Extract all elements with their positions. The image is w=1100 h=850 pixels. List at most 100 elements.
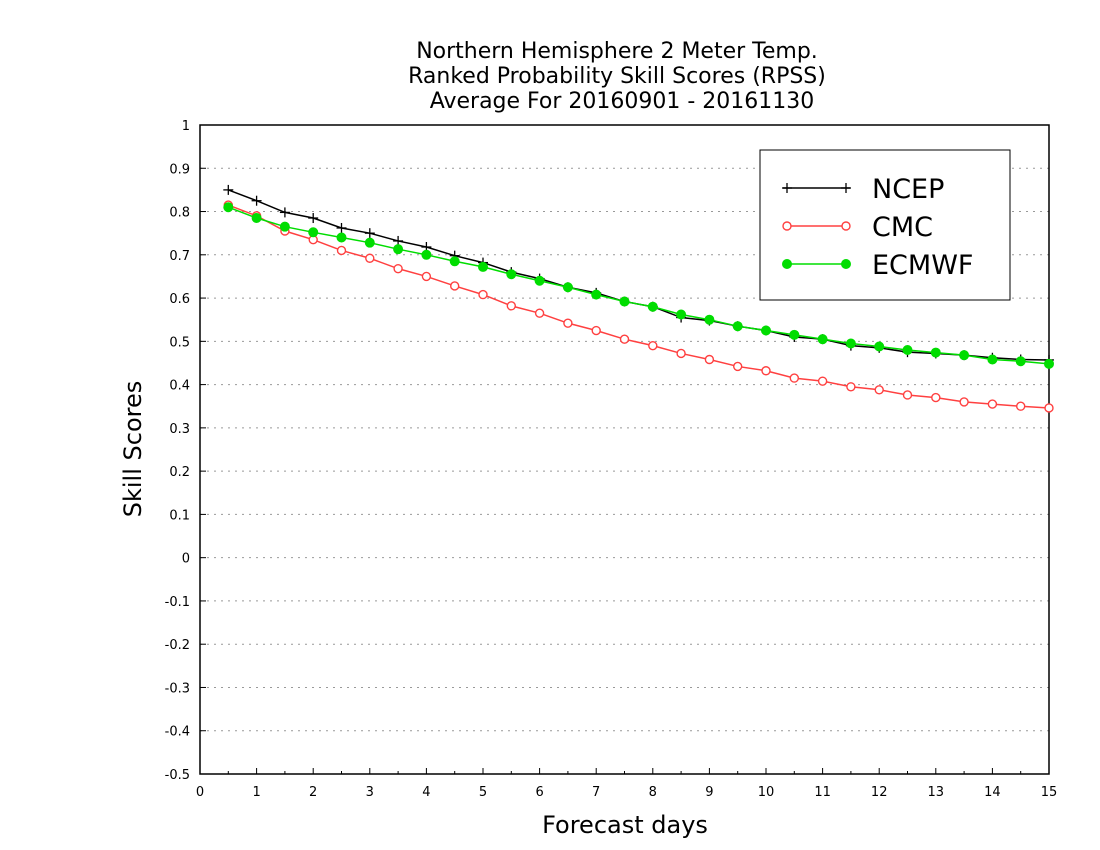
- legend-label-ecmwf: ECMWF: [872, 250, 973, 281]
- point-ecmwf: [1015, 356, 1026, 367]
- point-ecmwf: [619, 296, 630, 307]
- y-axis: 1 0.9 0.8 0.7 0.6 0.5 0.4 0.3 0.2 0.1 0 -0.1 -0.2 -0.…: [165, 119, 206, 783]
- y-tick-label: 0.7: [169, 249, 190, 264]
- point-cmc: [1044, 403, 1054, 413]
- y-tick-label: 0.2: [169, 465, 190, 480]
- y-tick-label: 0: [182, 552, 190, 567]
- point-cmc: [817, 376, 828, 386]
- point-cmc: [874, 385, 884, 395]
- legend-item-cmc: CMC: [782, 212, 933, 243]
- point-cmc: [789, 373, 799, 383]
- x-tick-label: 12: [871, 785, 888, 800]
- point-ecmwf: [336, 232, 347, 243]
- x-tick-label: 7: [592, 785, 600, 800]
- point-cmc: [704, 354, 715, 365]
- y-tick-label: -0.3: [165, 681, 190, 696]
- legend-marker-ecmwf: [782, 259, 792, 269]
- legend-marker-ecmwf: [841, 259, 851, 269]
- title-line-1: Northern Hemisphere 2 Meter Temp.: [416, 39, 818, 64]
- point-cmc: [506, 301, 516, 311]
- y-tick-label: 0.4: [169, 379, 190, 394]
- x-tick-label: 3: [366, 785, 374, 800]
- y-tick-label: -0.2: [165, 638, 190, 653]
- point-ecmwf: [534, 275, 545, 286]
- point-ecmwf: [817, 334, 828, 345]
- point-cmc: [421, 271, 432, 282]
- x-tick-label: 0: [196, 785, 204, 800]
- title-line-3: Average For 20160901 - 20161130: [430, 89, 815, 114]
- point-ecmwf: [959, 350, 970, 361]
- y-tick-label: -0.5: [165, 768, 190, 783]
- point-cmc: [902, 390, 913, 400]
- x-tick-label: 4: [422, 785, 430, 800]
- x-tick-label: 15: [1041, 785, 1058, 800]
- point-cmc: [987, 399, 998, 409]
- legend: NCEP CMC ECMWF: [759, 149, 1011, 301]
- y-tick-label: -0.1: [165, 595, 190, 610]
- point-ecmwf: [223, 202, 234, 213]
- x-axis: 0 1 2 3 4 5 6 7 8 9 10 11 12 13 14 15: [196, 768, 1057, 800]
- point-ecmwf: [308, 227, 319, 238]
- point-ecmwf: [845, 338, 856, 349]
- point-cmc: [393, 263, 403, 274]
- legend-label-cmc: CMC: [872, 212, 933, 243]
- point-cmc: [761, 366, 771, 376]
- point-cmc: [591, 325, 601, 336]
- y-tick-label: 1: [182, 119, 190, 134]
- point-cmc: [931, 392, 941, 403]
- y-tick-label: 0.9: [169, 162, 190, 177]
- point-ecmwf: [874, 341, 885, 352]
- x-axis-title: Forecast days: [542, 811, 708, 839]
- point-ecmwf: [562, 282, 573, 293]
- legend-label-ncep: NCEP: [872, 174, 944, 205]
- point-ecmwf: [987, 354, 998, 365]
- point-cmc: [336, 245, 347, 256]
- point-ecmwf: [761, 325, 771, 336]
- point-cmc: [846, 382, 856, 392]
- series-line-cmc: [228, 204, 1050, 409]
- point-cmc: [619, 334, 630, 344]
- legend-item-ncep: NCEP: [782, 174, 944, 205]
- legend-marker-cmc: [782, 221, 792, 231]
- x-tick-label: 14: [984, 785, 1001, 800]
- y-tick-label: -0.4: [165, 725, 190, 740]
- y-tick-label: 0.8: [169, 206, 190, 221]
- point-ecmwf: [251, 213, 262, 224]
- point-ecmwf: [930, 347, 941, 358]
- point-cmc: [959, 397, 969, 407]
- x-tick-label: 11: [814, 785, 831, 800]
- point-ecmwf: [364, 237, 375, 248]
- legend-item-ecmwf: ECMWF: [782, 250, 973, 281]
- x-tick-label: 9: [705, 785, 713, 800]
- title-line-2: Ranked Probability Skill Scores (RPSS): [408, 64, 826, 89]
- y-tick-label: 0.5: [169, 335, 190, 350]
- point-cmc: [563, 318, 573, 328]
- point-ecmwf: [647, 301, 658, 312]
- point-ecmwf: [393, 244, 404, 255]
- y-tick-label: 0.1: [169, 508, 190, 523]
- x-tick-label: 13: [928, 785, 945, 800]
- point-ecmwf: [478, 261, 488, 272]
- series-ecmwf: [223, 202, 1054, 369]
- x-tick-label: 1: [252, 785, 260, 800]
- x-tick-label: 10: [758, 785, 775, 800]
- point-ecmwf: [591, 289, 602, 300]
- point-ecmwf: [732, 321, 743, 332]
- point-cmc: [1016, 401, 1026, 411]
- x-tick-label: 6: [535, 785, 543, 800]
- point-ecmwf: [789, 329, 800, 340]
- chart-title: Northern Hemisphere 2 Meter Temp. Ranked…: [408, 39, 826, 114]
- point-ecmwf: [704, 314, 715, 325]
- point-ecmwf: [421, 249, 432, 260]
- y-tick-label: 0.3: [169, 422, 190, 437]
- legend-box: [759, 149, 1011, 301]
- point-cmc: [676, 348, 686, 359]
- point-ecmwf: [676, 309, 687, 320]
- point-cmc: [733, 361, 743, 372]
- point-ecmwf: [902, 344, 913, 355]
- x-tick-label: 2: [309, 785, 317, 800]
- series-layer: [223, 184, 1054, 413]
- x-tick-label: 5: [479, 785, 487, 800]
- point-ecmwf: [449, 256, 460, 267]
